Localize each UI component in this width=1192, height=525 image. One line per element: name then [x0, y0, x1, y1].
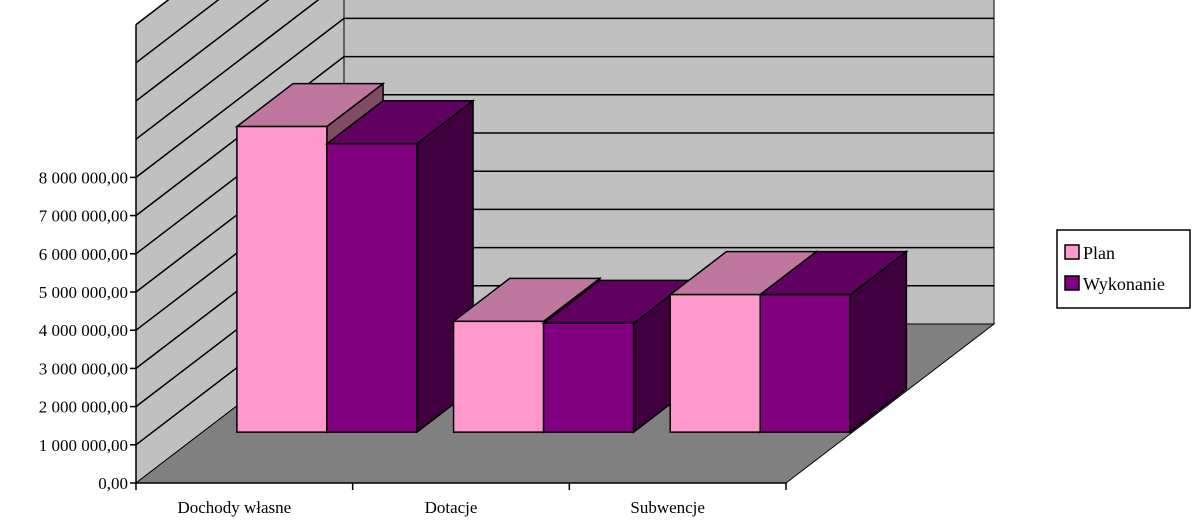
legend-box [1056, 229, 1191, 309]
y-tick-label: 7 000 000,00 [39, 207, 128, 226]
bar [452, 320, 545, 433]
y-tick-label: 4 000 000,00 [39, 321, 128, 340]
x-tick-label: Dotacje [425, 498, 478, 517]
bar [236, 125, 328, 433]
y-tick-label: 8 000 000,00 [39, 168, 128, 187]
gridline [135, 0, 220, 64]
x-tick-label: Dochody własne [177, 498, 291, 517]
y-tick-label: 6 000 000,00 [39, 245, 128, 264]
gridline [135, 55, 994, 217]
legend-swatch [1064, 275, 1080, 291]
y-tick-label: 1 000 000,00 [39, 436, 128, 455]
y-tick-label: 0,00 [98, 474, 128, 493]
legend-swatch [1064, 244, 1080, 260]
gridline [135, 0, 270, 102]
gridline [135, 17, 994, 178]
y-tick-label: 5 000 000,00 [39, 283, 128, 302]
y-tick-label: 3 000 000,00 [39, 359, 128, 378]
bar [759, 293, 851, 433]
bar [669, 293, 761, 433]
legend-label: Wykonanie [1083, 274, 1165, 294]
bar [326, 142, 418, 433]
x-tick-label: Subwencje [630, 498, 705, 517]
legend-label: Plan [1083, 243, 1115, 263]
gridline [135, 0, 320, 140]
bar [542, 322, 635, 433]
y-tick-label: 2 000 000,00 [39, 398, 128, 417]
